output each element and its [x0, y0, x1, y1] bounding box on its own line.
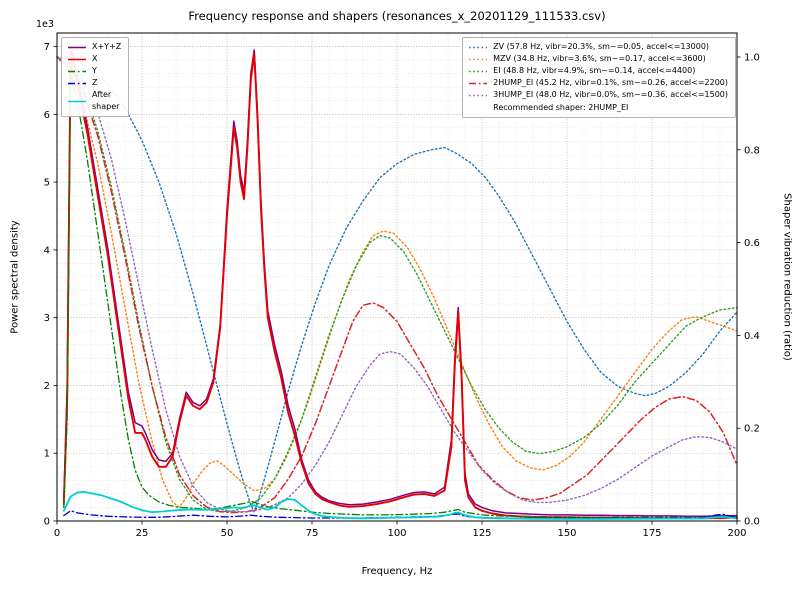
series-ei — [56, 56, 738, 513]
y-right-tick-label: 0.6 — [744, 238, 760, 249]
legend-shapers: ZV (57.8 Hz, vibr=20.3%, sm~=0.05, accel… — [462, 37, 736, 118]
chart-title: Frequency response and shapers (resonanc… — [188, 9, 606, 23]
series-x_psd — [62, 52, 738, 520]
y-left-offset-label: 1e3 — [36, 19, 54, 30]
x-axis-label: Frequency, Hz — [361, 566, 433, 577]
series-xyz_psd — [63, 45, 738, 518]
y-right-tick-label: 0.8 — [744, 145, 760, 156]
legend-line-sample — [68, 100, 86, 102]
legend-item-label: Z — [92, 78, 98, 87]
y-right-tick-label: 0.0 — [744, 517, 760, 528]
legend-psd: X+Y+Z X Y Z After shaper — [61, 37, 130, 117]
y-left-tick-label: 3 — [44, 313, 50, 324]
legend-item-label: 3HUMP_EI (48.0 Hz, vibr=0.0%, sm~=0.36, … — [493, 90, 728, 99]
legend-line-sample — [68, 46, 86, 48]
series-zv — [56, 56, 738, 513]
legend-item: X — [67, 53, 121, 65]
x-tick-label: 100 — [387, 528, 406, 539]
legend-item-label: 2HUMP_EI (45.2 Hz, vibr=0.1%, sm~=0.26, … — [493, 78, 728, 87]
y-left-tick-label: 5 — [44, 178, 50, 189]
legend-psd-entries: X+Y+Z X Y Z After shaper — [67, 41, 121, 113]
legend-line-sample — [68, 58, 86, 60]
series-y_psd — [63, 73, 738, 518]
y-left-tick-label: 7 — [44, 42, 50, 53]
series-3hump_ei — [56, 56, 738, 513]
legend-item-label: ZV (57.8 Hz, vibr=20.3%, sm~=0.05, accel… — [493, 42, 710, 51]
x-tick-label: 200 — [727, 528, 746, 539]
legend-line-sample — [469, 94, 488, 96]
legend-item: Y — [67, 65, 121, 77]
y-right-tick-label: 1.0 — [744, 52, 760, 63]
legend-item-label: X+Y+Z — [92, 42, 122, 51]
series-2hump_ei — [56, 56, 738, 514]
legend-line-sample — [469, 58, 488, 60]
y-right-tick-label: 0.2 — [744, 424, 760, 435]
legend-item: MZV (34.8 Hz, vibr=3.6%, sm~=0.17, accel… — [468, 53, 728, 65]
legend-item-label: Y — [92, 66, 97, 75]
series-after_shaper — [62, 490, 738, 520]
y-left-tick-label: 1 — [44, 449, 50, 460]
legend-item: Z — [67, 77, 121, 89]
x-tick-label: 25 — [136, 528, 149, 539]
x-tick-label: 175 — [642, 528, 661, 539]
y-left-axis-label: Power spectral density — [9, 220, 21, 334]
legend-item: After shaper — [67, 89, 121, 113]
legend-shapers-entries: ZV (57.8 Hz, vibr=20.3%, sm~=0.05, accel… — [468, 41, 728, 101]
legend-line-sample — [68, 70, 86, 72]
y-left-tick-label: 6 — [44, 110, 50, 121]
tick-marks — [53, 46, 741, 525]
y-left-tick-label: 0 — [44, 517, 50, 528]
x-tick-label: 0 — [54, 528, 60, 539]
legend-line-sample — [68, 82, 86, 84]
legend-line-sample — [469, 46, 488, 48]
legend-item: EI (48.8 Hz, vibr=4.9%, sm~=0.14, accel<… — [468, 65, 728, 77]
legend-item: X+Y+Z — [67, 41, 121, 53]
legend-item: ZV (57.8 Hz, vibr=20.3%, sm~=0.05, accel… — [468, 41, 728, 53]
legend-item: 3HUMP_EI (48.0 Hz, vibr=0.0%, sm~=0.36, … — [468, 89, 728, 101]
y-left-tick-label: 2 — [44, 381, 50, 392]
legend-item-label: EI (48.8 Hz, vibr=4.9%, sm~=0.14, accel<… — [493, 66, 696, 75]
y-right-tick-label: 0.4 — [744, 331, 760, 342]
y-right-axis-label: Shaper vibration reduction (ratio) — [781, 193, 793, 361]
legend-line-sample — [469, 82, 488, 84]
legend-item-label: X — [92, 54, 98, 63]
legend-item: 2HUMP_EI (45.2 Hz, vibr=0.1%, sm~=0.26, … — [468, 77, 728, 89]
y-left-tick-label: 4 — [44, 245, 50, 256]
tick-labels: 0 25 50 75 100 125 150 175 200 0 1 2 3 4 5 6 7 0.0 0.2 0.4 0… — [44, 42, 760, 539]
x-tick-label: 150 — [557, 528, 576, 539]
legend-item-label: MZV (34.8 Hz, vibr=3.6%, sm~=0.17, accel… — [493, 54, 706, 63]
x-tick-label: 125 — [472, 528, 491, 539]
legend-line-sample — [469, 70, 488, 72]
legend-item-label: After shaper — [92, 90, 120, 111]
x-tick-label: 75 — [306, 528, 319, 539]
recommended-shaper-label: Recommended shaper: 2HUMP_EI — [493, 103, 629, 112]
x-tick-label: 50 — [221, 528, 234, 539]
